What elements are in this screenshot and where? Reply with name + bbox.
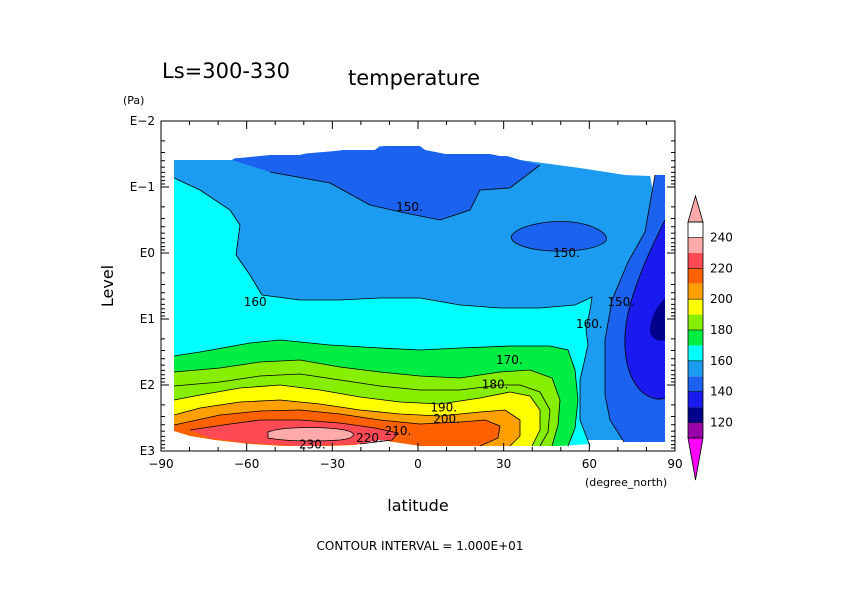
y-tick-label: E−1 (130, 180, 155, 194)
colorbar-over-triangle (687, 194, 704, 223)
colorbar-segment (688, 314, 703, 330)
y-tick-label: E0 (140, 246, 155, 260)
colorbar-segment (688, 376, 703, 392)
colorbar-segment (688, 268, 703, 284)
region-125-right (650, 298, 665, 341)
contour-label: 160 (244, 295, 267, 309)
x-units-label: (degree_north) (585, 476, 667, 489)
colorbar-tick-label: 240 (710, 230, 733, 244)
x-tick-label: −90 (148, 457, 173, 471)
contour-label: 220. (356, 431, 383, 445)
x-tick-label: −60 (234, 457, 259, 471)
colorbar-segment (688, 407, 703, 423)
contour-label: 150. (553, 246, 580, 260)
colorbar-segment (688, 422, 703, 438)
contour-label: 200. (433, 412, 460, 426)
colorbar-tick-label: 120 (710, 416, 733, 430)
colorbar-tick-label: 200 (710, 292, 733, 306)
colorbar-segment (688, 237, 703, 253)
contour-label: 150. (396, 200, 423, 214)
region-135-right (624, 220, 665, 400)
x-tick-label: 30 (496, 457, 511, 471)
y-axis: E−2 E−1 E0 E1 E2 E3 (130, 114, 675, 458)
contour-fill-layer (174, 146, 665, 446)
x-tick-label: −30 (320, 457, 345, 471)
y-units-label: (Pa) (123, 94, 144, 107)
contour-label: 190. (430, 401, 457, 415)
contour-label: 170. (496, 353, 523, 367)
colorbar-under-triangle (687, 437, 704, 481)
y-axis-label: Level (98, 265, 117, 307)
colorbar-tick-label: 220 (710, 261, 733, 275)
title-left: Ls=300-330 (162, 59, 290, 83)
colorbar-tick-label: 180 (710, 323, 733, 337)
y-tick-label: E2 (140, 378, 155, 392)
region-145-island (511, 221, 607, 252)
contour-label: 210. (385, 424, 412, 438)
y-tick-label: E3 (140, 444, 155, 458)
x-tick-label: 90 (667, 457, 682, 471)
x-axis: −90 −60 −30 0 30 60 90 (148, 121, 683, 471)
x-tick-label: 60 (582, 457, 597, 471)
contour-lines (173, 164, 666, 447)
y-tick-label: E−2 (130, 114, 155, 128)
colorbar-segment (688, 283, 703, 300)
y-tick-label: E1 (140, 312, 155, 326)
x-axis-label: latitude (387, 496, 448, 515)
region-145-top (232, 146, 540, 220)
colorbar-segment (688, 299, 703, 315)
contour-labels: 150.150.150.160160.170.180.190.200.210.2… (244, 200, 634, 452)
colorbar-segment (688, 360, 703, 377)
colorbar-segment (688, 330, 703, 346)
colorbar: 120 140 160 180 200 220 240 (687, 194, 733, 481)
contour-interval-note: CONTOUR INTERVAL = 1.000E+01 (317, 539, 524, 553)
colorbar-segment (688, 345, 703, 361)
colorbar-segment (688, 252, 703, 269)
contour-label: 180. (482, 377, 509, 391)
contour-label: 150. (607, 295, 634, 309)
x-tick-label: 0 (414, 457, 422, 471)
contour-label: 230. (299, 438, 326, 452)
colorbar-tick-label: 140 (710, 385, 733, 399)
colorbar-tick-label: 160 (710, 354, 733, 368)
region-235 (268, 427, 354, 442)
title-right: temperature (348, 66, 480, 90)
contour-label: 160. (576, 317, 603, 331)
colorbar-segment (688, 391, 703, 408)
